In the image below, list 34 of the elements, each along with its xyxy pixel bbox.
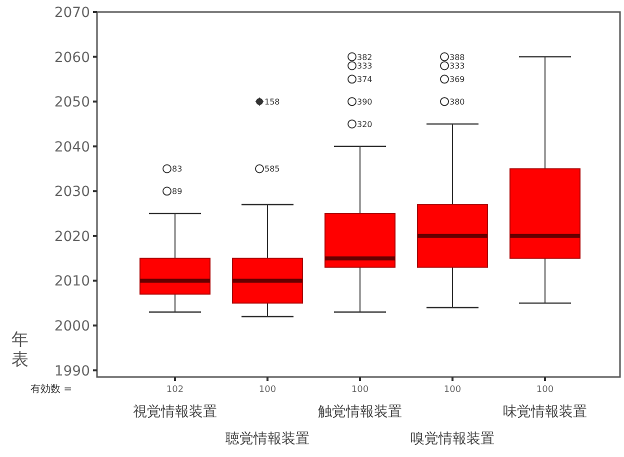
annotation: 89 — [172, 187, 182, 196]
annotation: 333 — [357, 62, 372, 71]
y-tick-label: 2020 — [54, 228, 90, 245]
y-tick-label: 2000 — [54, 318, 90, 334]
x-tick-label: 嗅覚情報装置 — [410, 431, 494, 447]
y-axis-title: 年表 — [12, 330, 28, 370]
text: 100 — [258, 385, 276, 395]
text: 100 — [536, 385, 554, 395]
annotation: 83 — [172, 164, 182, 174]
annotation: 369 — [450, 75, 465, 84]
y-tick-label: 2070 — [54, 5, 90, 21]
annotation: 382 — [357, 52, 372, 62]
text: 有効数 = — [30, 383, 72, 395]
y-tick-label: 2060 — [54, 50, 90, 66]
x-tick-label: 視覚情報装置 — [133, 404, 217, 420]
y-tick-label: 2050 — [54, 94, 90, 111]
annotation: 320 — [357, 120, 372, 129]
annotation: 374 — [357, 75, 372, 84]
annotation: 333 — [450, 62, 465, 71]
y-tick-label: 2030 — [54, 184, 90, 200]
y-tick-label: 1990 — [54, 363, 90, 380]
text: 102 — [166, 385, 184, 395]
text: 100 — [351, 385, 369, 395]
x-tick-label: 触覚情報装置 — [318, 404, 402, 420]
annotation: 158 — [264, 98, 280, 107]
text: 100 — [444, 385, 462, 395]
y-tick-label: 2040 — [54, 139, 90, 156]
y-tick-label: 2010 — [54, 274, 90, 290]
annotation: 390 — [357, 98, 372, 107]
x-tick-label: 味覚情報装置 — [503, 404, 587, 420]
x-tick-label: 聴覚情報装置 — [226, 431, 310, 447]
annotation: 388 — [450, 52, 465, 62]
annotation: 380 — [450, 98, 465, 107]
annotation: 585 — [264, 164, 280, 174]
